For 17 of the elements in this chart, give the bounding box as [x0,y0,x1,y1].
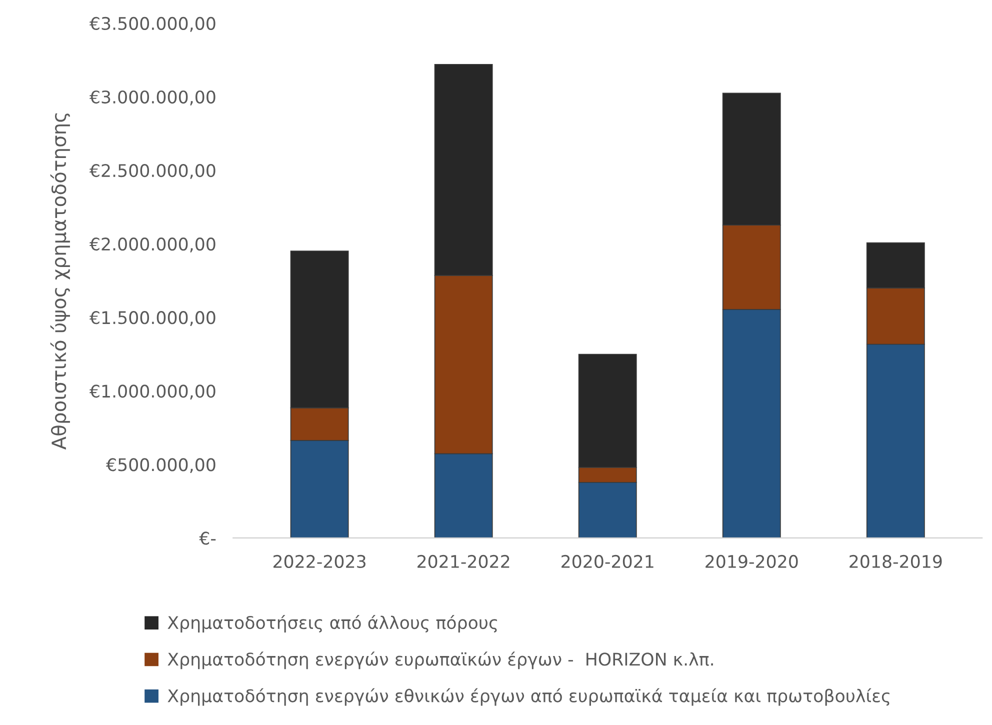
legend-label: Χρηματοδότηση ενεργών εθνικών έργων από ευρωπαϊκά ταμεία και πρωτοβουλίες [168,688,890,706]
x-tick-label: 2020-2021 [562,554,654,568]
legend-label: Χρηματοδοτήσεις από άλλους πόρους [168,614,497,633]
y-tick-label: €500.000,00 [106,458,216,474]
y-axis-title: Αθροιστικό ύψος χρηματοδότησης [50,113,70,450]
x-tick-label: 2018-2019 [850,554,942,568]
y-tick-label: €1.500.000,00 [89,311,216,326]
y-tick-label: €3.500.000,00 [89,16,216,32]
y-tick-label: €2.500.000,00 [89,164,216,179]
y-tick-label: €2.000.000,00 [89,238,216,252]
x-tick-label: 2022-2023 [273,554,366,568]
x-tick-label: 2019-2020 [706,554,798,568]
y-tick-label: €1.000.000,00 [89,384,216,400]
legend-label: Χρηματοδότηση ενεργών ευρωπαϊκών έργων - HORIZON κ.λπ. [168,652,713,670]
y-tick-label: €3.000.000,00 [89,90,216,106]
y-tick-label: €- [199,532,216,545]
x-tick-label: 2021-2022 [418,554,510,568]
